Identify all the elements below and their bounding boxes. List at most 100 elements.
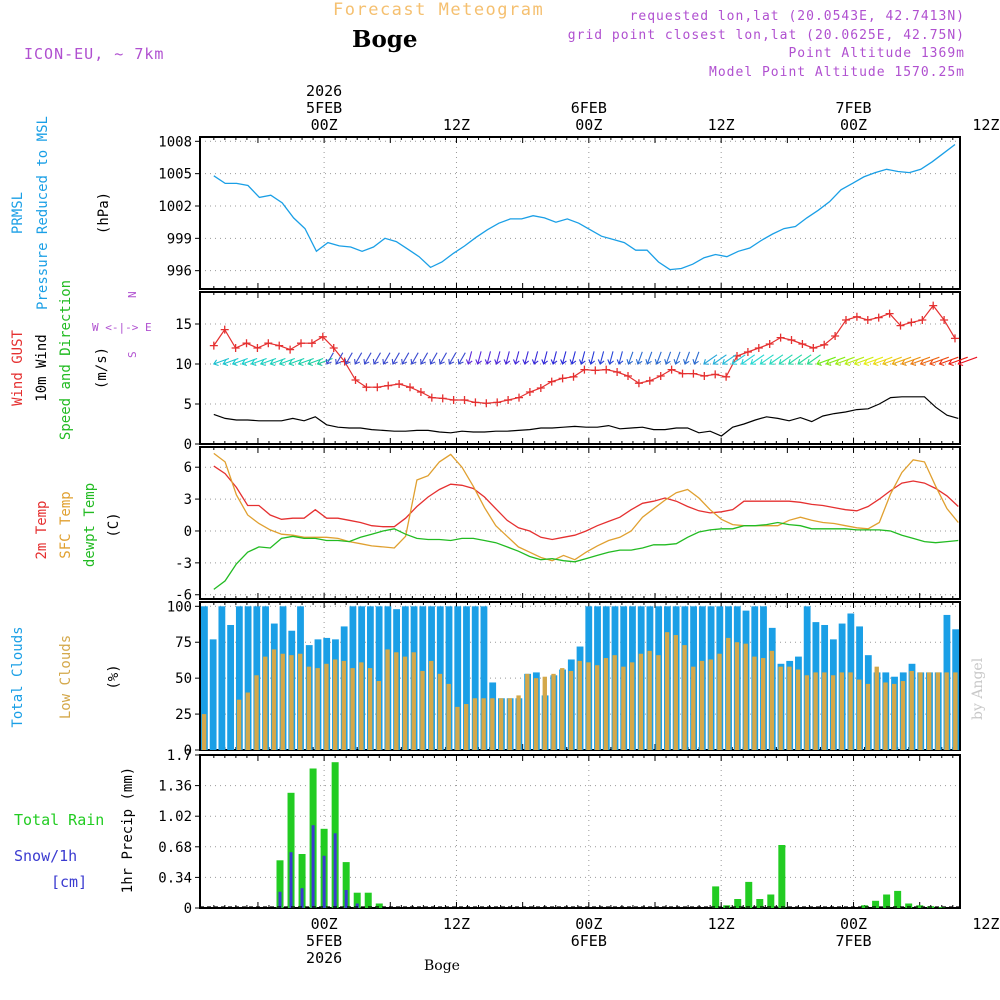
rain-bar: [734, 899, 742, 908]
wind-direction-arrow: [420, 352, 429, 365]
low-cloud-bar: [394, 652, 399, 750]
wind-direction-arrow: [692, 351, 700, 365]
gust-point: [711, 370, 720, 379]
y-tick-label: 0.34: [158, 870, 192, 886]
bottom-time-label: 12Z: [443, 915, 470, 933]
wind-direction-arrow: [948, 356, 968, 367]
wind-direction-arrow: [550, 351, 558, 365]
low-cloud-bar: [350, 668, 355, 750]
wind-direction-arrow: [825, 356, 846, 367]
low-cloud-bar: [411, 652, 416, 750]
rain-bar: [712, 886, 720, 908]
rain-bar: [353, 892, 361, 908]
wind-direction-arrow: [363, 352, 372, 365]
wind-direction-arrow: [616, 351, 624, 365]
low-cloud-bar: [595, 665, 600, 750]
low-cloud-bar: [726, 637, 731, 750]
gust-point: [286, 345, 295, 354]
wind-direction-arrow: [560, 351, 567, 365]
wind-direction-arrow: [344, 352, 353, 365]
y-tick-label: 100: [167, 599, 192, 615]
low-cloud-bar: [787, 666, 792, 750]
low-cloud-bar: [289, 655, 294, 750]
y-tick-label: 1.7: [167, 748, 192, 764]
gust-point: [831, 332, 840, 340]
low-cloud-bar: [455, 706, 460, 750]
gust-point: [852, 312, 861, 321]
wind-direction-arrow: [626, 351, 634, 365]
low-cloud-bar: [446, 683, 451, 750]
low-cloud-bar: [769, 650, 775, 750]
rain-bar: [767, 894, 775, 908]
wind-direction-arrow: [806, 354, 821, 365]
low-cloud-bar: [481, 698, 486, 750]
wind-direction-arrow: [335, 352, 344, 365]
wind-direction-arrow: [797, 354, 812, 365]
snow-bar: [355, 903, 359, 908]
low-cloud-bar: [577, 660, 582, 750]
low-cloud-bar: [332, 659, 338, 750]
gust-point: [907, 318, 916, 327]
wind-direction-arrow: [222, 357, 239, 367]
gust-point: [231, 344, 240, 352]
snow-bar: [344, 890, 348, 908]
rain-bar: [287, 792, 295, 908]
wind-direction-arrow: [816, 356, 836, 367]
low-cloud-bar: [752, 656, 757, 750]
total-clouds-label: Total Clouds: [10, 626, 26, 727]
low-cloud-bar: [490, 698, 495, 750]
snow-bar: [300, 888, 304, 908]
bottom-caption: Boge: [424, 958, 460, 974]
gust-point: [863, 316, 872, 324]
precip-panel: 0 0.34 0.68 1.02 1.36 1.7: [158, 748, 961, 917]
pressure-frame: [199, 136, 961, 290]
y-tick-label: 3: [184, 492, 192, 508]
gust-point: [460, 396, 469, 404]
top-time-label: 5FEB: [306, 99, 342, 117]
low-cloud-bar: [682, 645, 687, 750]
low-cloud-bar: [280, 653, 285, 750]
total-cloud-bar: [463, 606, 470, 750]
y-tick-label: 1.36: [158, 779, 192, 795]
wind-direction-arrow: [834, 356, 855, 367]
top-time-label: 00Z: [840, 116, 867, 134]
wind-direction-arrow: [325, 352, 334, 365]
wind-direction-arrow: [457, 352, 466, 365]
gust-point: [885, 309, 894, 318]
low-cloud-bar: [664, 632, 670, 750]
rain-bar: [872, 900, 880, 908]
low-cloud-bar: [298, 653, 303, 750]
wind-label: 10m Wind: [34, 334, 50, 401]
low-cloud-bar: [874, 666, 879, 750]
total-cloud-bar: [218, 606, 226, 750]
gust-point: [645, 376, 654, 385]
gust-point: [515, 393, 524, 402]
y-tick-label: 1005: [158, 167, 192, 183]
snow-label: Snow/1h: [14, 847, 77, 865]
snow-bar: [333, 833, 337, 908]
gust-point: [602, 365, 611, 374]
wind-direction-arrow: [919, 356, 940, 367]
low-cloud-bar: [420, 670, 425, 750]
low-cloud-bar: [743, 643, 748, 750]
gust-point: [471, 398, 480, 407]
wind-direction-label: Speed and Direction: [58, 280, 74, 440]
total-cloud-bar: [471, 606, 479, 750]
wind-direction-arrow: [712, 354, 727, 365]
rain-bar: [745, 881, 753, 908]
bottom-time-label: 6FEB: [571, 932, 607, 950]
y-tick-label: 75: [175, 635, 192, 651]
low-cloud-bar: [612, 655, 617, 750]
low-cloud-bar: [236, 699, 242, 750]
clouds-unit: (%): [106, 664, 122, 689]
wind-direction-arrow: [354, 352, 363, 365]
gust-point: [656, 372, 665, 380]
gust-point: [613, 368, 622, 376]
wind-direction-arrow: [522, 351, 530, 365]
y-tick-label: 15: [175, 317, 192, 333]
precip-frame: [199, 754, 961, 909]
compass-n: N: [126, 291, 139, 298]
wind-direction-arrow: [900, 356, 921, 367]
low-cloud-bar: [865, 683, 871, 750]
